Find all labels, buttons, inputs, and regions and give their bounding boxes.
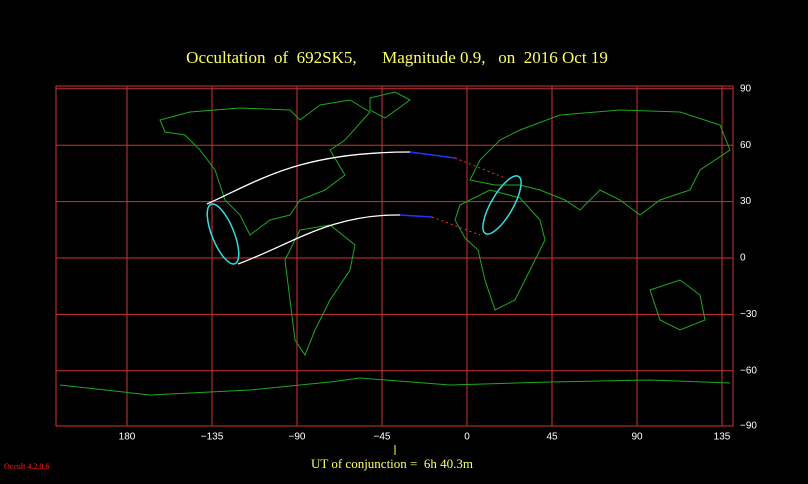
north-america xyxy=(159,99,371,236)
path-day-south xyxy=(431,216,481,236)
x-tick-label: 90 xyxy=(631,432,643,443)
map-frame xyxy=(55,85,734,427)
y-tick-label: −30 xyxy=(740,309,757,320)
occultation-path xyxy=(206,151,522,265)
grid xyxy=(56,86,733,427)
y-tick-label: −90 xyxy=(740,421,757,432)
south-america xyxy=(284,224,356,357)
x-tick-label: 180 xyxy=(119,432,136,443)
y-tick-label: 60 xyxy=(740,140,752,151)
path-day-north xyxy=(454,157,506,179)
greenland xyxy=(369,91,411,119)
title: Occultation of 692SK5, Magnitude 0.9, on… xyxy=(186,48,608,67)
path-south-limit xyxy=(237,214,401,265)
africa xyxy=(454,189,546,311)
x-tick-label: −45 xyxy=(374,432,391,443)
antarctica xyxy=(59,377,731,396)
x-tick-label: −90 xyxy=(289,432,306,443)
y-tick-label: 0 xyxy=(740,253,746,264)
x-tick-label: 45 xyxy=(546,432,558,443)
x-tick-label: 0 xyxy=(464,432,470,443)
path-twilight-north xyxy=(409,151,456,159)
conjunction-time: UT of conjunction = 6h 40.3m xyxy=(311,456,473,471)
earth-limb-start xyxy=(206,203,240,265)
path-twilight-south xyxy=(399,214,433,218)
earth-limb-end xyxy=(482,175,522,235)
coastlines xyxy=(59,91,731,396)
path-north-limit xyxy=(206,151,411,205)
eurasia xyxy=(469,109,731,216)
x-tick-label: 135 xyxy=(714,432,731,443)
y-tick-label: −60 xyxy=(740,365,757,376)
x-tick-label: −135 xyxy=(201,432,224,443)
y-tick-label: 30 xyxy=(740,196,752,207)
y-tick-label: 90 xyxy=(740,83,752,94)
version-label: Occult 4.2.0.6 xyxy=(4,462,49,471)
australia xyxy=(649,279,706,331)
